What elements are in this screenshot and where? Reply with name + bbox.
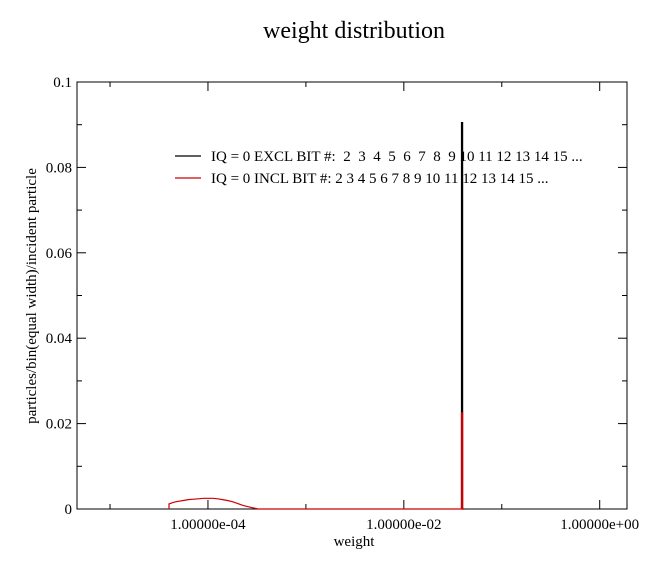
plot-frame (76, 81, 628, 510)
y-tick-label: 0.06 (46, 246, 73, 262)
legend: IQ = 0 EXCL BIT #: 2 3 4 5 6 7 8 9 10 11… (175, 149, 583, 187)
y-tick-label: 0.1 (53, 75, 72, 91)
x-tick-label: 1.00000e+00 (560, 517, 639, 533)
x-tick-label: 1.00000e-02 (366, 517, 441, 533)
y-tick-label: 0.02 (46, 417, 72, 433)
legend-label: IQ = 0 INCL BIT #: 2 3 4 5 6 7 8 9 10 11… (211, 171, 548, 187)
legend-label: IQ = 0 EXCL BIT #: 2 3 4 5 6 7 8 9 10 11… (211, 149, 583, 165)
y-axis-label: particles/bin(equal width)/incident part… (24, 168, 40, 424)
x-axis-label: weight (334, 534, 376, 550)
series-line-1 (168, 412, 465, 510)
y-tick-label: 0.08 (46, 160, 72, 176)
x-axis: 1.00000e-04 1.00000e-02 1.00000e+00 (109, 82, 639, 533)
y-tick-label: 0 (65, 502, 73, 518)
y-axis: 0 0.02 0.04 0.06 0.08 0.1 (46, 75, 627, 518)
x-tick-label: 1.00000e-04 (170, 517, 246, 533)
series-layer (168, 121, 465, 510)
chart-title: weight distribution (263, 18, 445, 44)
y-tick-label: 0.04 (46, 331, 73, 347)
